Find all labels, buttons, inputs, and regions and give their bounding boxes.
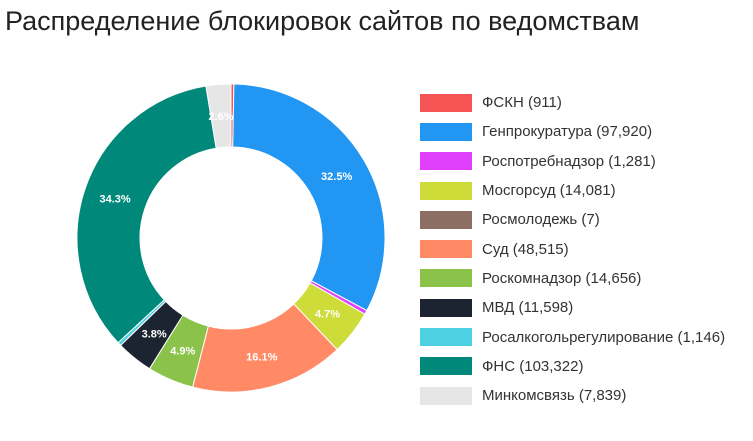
legend-item-5[interactable]: Суд (48,515) [420,234,750,263]
legend-label: Минкомсвязь (7,839) [482,387,627,405]
legend-item-10[interactable]: Минкомсвязь (7,839) [420,381,750,410]
legend-swatch [420,122,472,141]
legend-item-4[interactable]: Росмолодежь (7) [420,205,750,234]
legend-item-1[interactable]: Генпрокуратура (97,920) [420,117,750,146]
legend-item-9[interactable]: ФНС (103,322) [420,352,750,381]
legend-label: Росмолодежь (7) [482,211,600,229]
legend-label: Мосгорсуд (14,081) [482,182,616,200]
pie-slice-10 [205,83,232,149]
legend-item-6[interactable]: Роскомнадзор (14,656) [420,264,750,293]
legend-swatch [420,357,472,376]
legend-label: ФНС (103,322) [482,357,584,375]
slice-label-9: 34.3% [100,193,131,205]
pie-slice-9 [76,85,217,344]
slice-label-1: 32.5% [321,171,352,183]
legend-item-2[interactable]: Роспотребнадзор (1,281) [420,147,750,176]
donut-chart: 32.5% 4.7% 16.1% 4.9%3.8% 34.3% 2.6% [76,83,386,393]
legend-swatch [420,386,472,405]
legend-swatch [420,298,472,317]
legend-swatch [420,152,472,171]
slice-label-6: 4.9% [170,346,195,358]
slice-label-7: 3.8% [142,328,167,340]
legend-swatch [420,269,472,288]
legend-label: Генпрокуратура (97,920) [482,123,653,141]
legend-swatch [420,240,472,259]
legend-label: ФСКН (911) [482,94,562,112]
legend-item-8[interactable]: Росалкогольрегулирование (1,146) [420,322,750,351]
slice-label-5: 16.1% [246,352,277,364]
legend-item-3[interactable]: Мосгорсуд (14,081) [420,176,750,205]
legend-label: Суд (48,515) [482,240,569,258]
chart-title: Распределение блокировок сайтов по ведом… [5,6,640,36]
pie-slice-1 [232,83,386,312]
slice-label-10: 2.6% [208,111,233,123]
chart-legend: ФСКН (911) Генпрокуратура (97,920) Роспотр… [420,88,750,410]
legend-label: Росалкогольрегулирование (1,146) [482,328,726,346]
legend-swatch [420,181,472,200]
legend-swatch [420,210,472,229]
legend-item-0[interactable]: ФСКН (911) [420,88,750,117]
legend-label: МВД (11,598) [482,299,574,317]
legend-label: Роспотребнадзор (1,281) [482,152,656,170]
legend-label: Роскомнадзор (14,656) [482,269,642,287]
legend-item-7[interactable]: МВД (11,598) [420,293,750,322]
legend-swatch [420,328,472,347]
legend-swatch [420,93,472,112]
slice-label-3: 4.7% [315,308,340,320]
